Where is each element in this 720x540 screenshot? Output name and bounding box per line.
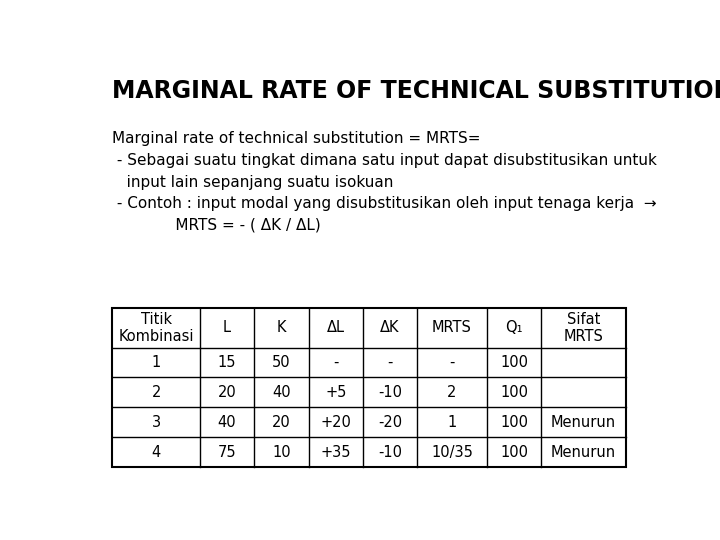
Text: MRTS: MRTS <box>432 320 472 335</box>
Text: -10: -10 <box>378 445 402 460</box>
Text: +35: +35 <box>320 445 351 460</box>
Text: Menurun: Menurun <box>551 445 616 460</box>
Text: 100: 100 <box>500 385 528 400</box>
Text: -10: -10 <box>378 385 402 400</box>
Text: Q₁: Q₁ <box>505 320 523 335</box>
Text: 1: 1 <box>447 415 456 430</box>
Text: 100: 100 <box>500 445 528 460</box>
Text: - Contoh : input modal yang disubstitusikan oleh input tenaga kerja  →: - Contoh : input modal yang disubstitusi… <box>112 196 657 211</box>
Text: 75: 75 <box>217 445 236 460</box>
Text: 2: 2 <box>447 385 456 400</box>
Text: 40: 40 <box>272 385 291 400</box>
Text: 4: 4 <box>151 445 161 460</box>
Text: MRTS = - ( ΔK / ΔL): MRTS = - ( ΔK / ΔL) <box>112 218 321 233</box>
Text: +20: +20 <box>320 415 351 430</box>
Text: -: - <box>333 355 338 370</box>
Text: K: K <box>276 320 286 335</box>
Text: MARGINAL RATE OF TECHNICAL SUBSTITUTION = MRTS: MARGINAL RATE OF TECHNICAL SUBSTITUTION … <box>112 79 720 103</box>
Text: 20: 20 <box>217 385 236 400</box>
Text: Menurun: Menurun <box>551 415 616 430</box>
Text: L: L <box>223 320 231 335</box>
Text: Marginal rate of technical substitution = MRTS=: Marginal rate of technical substitution … <box>112 131 481 146</box>
Text: 1: 1 <box>151 355 161 370</box>
Text: +5: +5 <box>325 385 346 400</box>
Text: 40: 40 <box>217 415 236 430</box>
Text: 3: 3 <box>151 415 161 430</box>
Text: ΔK: ΔK <box>380 320 400 335</box>
Text: 100: 100 <box>500 355 528 370</box>
Text: -20: -20 <box>378 415 402 430</box>
Text: 10/35: 10/35 <box>431 445 473 460</box>
Text: input lain sepanjang suatu isokuan: input lain sepanjang suatu isokuan <box>112 174 394 190</box>
Text: 15: 15 <box>218 355 236 370</box>
Text: -: - <box>387 355 393 370</box>
Text: 2: 2 <box>151 385 161 400</box>
Text: -: - <box>449 355 455 370</box>
Text: - Sebagai suatu tingkat dimana satu input dapat disubstitusikan untuk: - Sebagai suatu tingkat dimana satu inpu… <box>112 153 657 168</box>
Text: 100: 100 <box>500 415 528 430</box>
Text: 10: 10 <box>272 445 291 460</box>
Text: 50: 50 <box>272 355 291 370</box>
Text: ΔL: ΔL <box>327 320 345 335</box>
Text: 20: 20 <box>272 415 291 430</box>
Text: Sifat
MRTS: Sifat MRTS <box>564 312 603 344</box>
Text: Titik
Kombinasi: Titik Kombinasi <box>118 312 194 344</box>
